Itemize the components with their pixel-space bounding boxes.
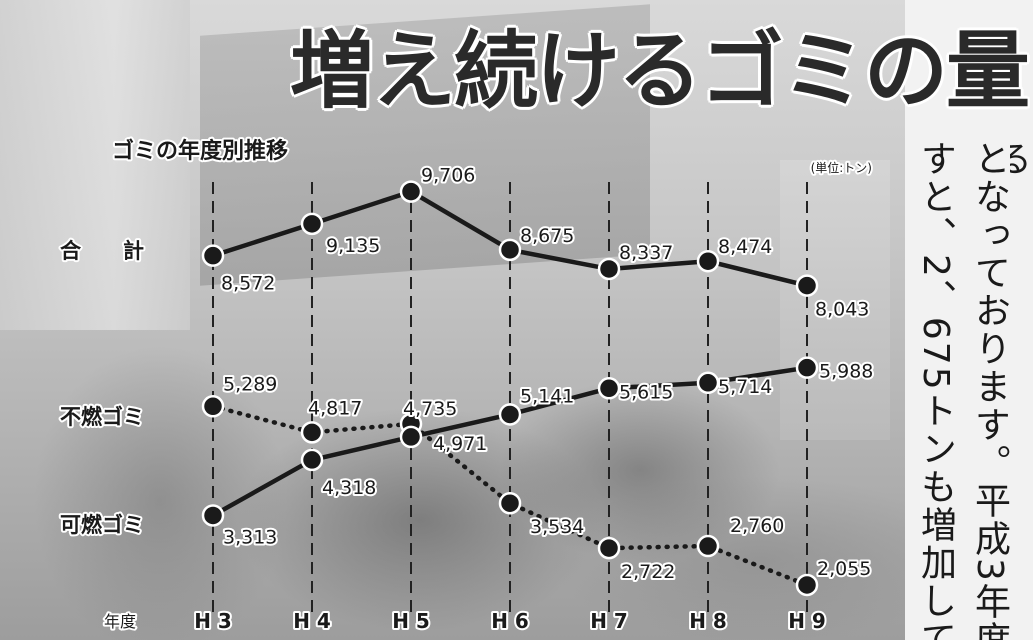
background-photo <box>0 0 905 640</box>
data-label: 4,971 <box>433 433 487 455</box>
chart-title: ゴミの年度別推移 <box>112 138 288 164</box>
data-label: 4,318 <box>322 477 376 499</box>
data-point <box>300 448 324 472</box>
unit-note: (単位:トン) <box>811 160 872 175</box>
data-point <box>795 274 819 297</box>
data-label: 5,988 <box>819 361 873 383</box>
data-point <box>696 534 720 558</box>
data-label: 4,817 <box>308 397 362 419</box>
body-column-1: すと、2、675トンも増加してお <box>915 140 956 640</box>
data-point <box>696 371 720 395</box>
x-tick-label: H 5 <box>392 609 430 633</box>
x-tick-label: H 7 <box>590 609 628 633</box>
data-label: 4,735 <box>403 398 457 420</box>
data-point <box>201 244 225 267</box>
data-label: 3,313 <box>223 526 277 548</box>
data-point <box>399 425 423 449</box>
data-label: 9,706 <box>421 165 475 187</box>
data-point <box>498 238 522 262</box>
data-point <box>300 212 324 236</box>
data-point <box>201 395 225 418</box>
data-point <box>597 536 621 560</box>
data-label: 8,572 <box>221 273 275 295</box>
data-point <box>597 257 621 281</box>
data-point <box>201 504 225 527</box>
data-point <box>597 377 621 400</box>
data-point <box>795 573 819 597</box>
data-label: 8,675 <box>520 225 574 247</box>
data-label: 8,474 <box>718 236 772 258</box>
x-tick-label: H 9 <box>788 609 826 633</box>
photo-wall <box>0 0 190 330</box>
data-point <box>498 491 522 515</box>
x-tick-label: H 3 <box>194 609 232 633</box>
legend-combustible: 可燃ゴミ <box>60 513 144 537</box>
waste-trend-chart: ゴミの年度別推移 (単位:トン) 年度 H 3 H 4 H 5 H 6 H 7 H 8 H 9 合 … <box>58 136 875 635</box>
headline: 増え続けるゴミの量 <box>290 22 1030 120</box>
x-tick-label: H 8 <box>689 609 727 633</box>
data-point <box>498 403 522 426</box>
photo-truck-cab <box>780 160 890 440</box>
legend-noncombustible: 不燃ゴミ <box>60 405 144 429</box>
data-point <box>300 421 324 444</box>
body-column-2: となっております。平成3年度と <box>969 140 1010 640</box>
x-tick-label: H 6 <box>491 609 529 633</box>
data-label: 3,534 <box>530 516 584 538</box>
data-point <box>399 180 423 203</box>
data-label: 5,714 <box>718 376 772 398</box>
data-label: 5,141 <box>520 385 574 407</box>
data-label: 8,043 <box>815 299 869 321</box>
data-label: 5,615 <box>619 381 673 403</box>
data-label: 2,722 <box>621 561 675 583</box>
x-tick-label: H 4 <box>293 609 331 633</box>
data-label: 9,135 <box>326 235 380 257</box>
data-label: 2,055 <box>817 558 871 580</box>
legend-total: 合 計 <box>60 239 144 263</box>
data-label: 2,760 <box>730 515 784 537</box>
data-point <box>696 249 720 273</box>
data-label: 5,289 <box>223 373 277 395</box>
x-axis-label: 年度 <box>104 612 136 631</box>
data-label: 8,337 <box>619 242 673 264</box>
data-point <box>795 356 819 379</box>
body-column-3: る <box>1010 140 1031 178</box>
